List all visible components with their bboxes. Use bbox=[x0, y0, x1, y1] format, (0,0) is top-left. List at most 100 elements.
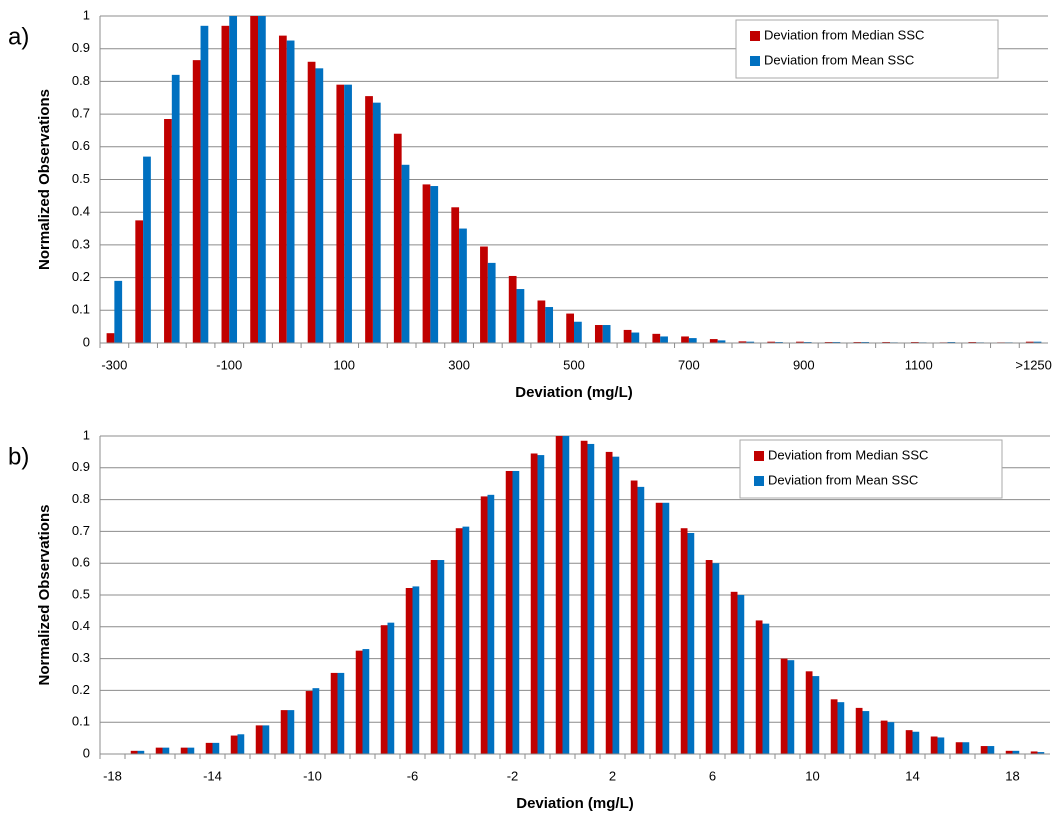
x-tick-label: -6 bbox=[407, 768, 419, 783]
bar bbox=[180, 747, 188, 754]
y-tick-label: 0.7 bbox=[72, 106, 90, 121]
bar bbox=[762, 623, 770, 754]
bar bbox=[344, 84, 352, 344]
bar bbox=[230, 735, 238, 754]
legend-label: Deviation from Median SSC bbox=[768, 447, 928, 462]
bar bbox=[307, 61, 316, 343]
x-tick-label: 1100 bbox=[905, 357, 933, 372]
bar bbox=[405, 588, 413, 754]
y-tick-label: 0.8 bbox=[72, 491, 90, 506]
y-tick-label: 0.4 bbox=[72, 618, 90, 633]
x-tick-label: 700 bbox=[678, 357, 700, 372]
bar bbox=[887, 722, 895, 754]
legend-swatch bbox=[754, 451, 764, 461]
bar bbox=[286, 40, 295, 344]
bar bbox=[787, 660, 795, 754]
bar bbox=[422, 184, 431, 343]
bar bbox=[587, 443, 595, 754]
y-tick-label: 0.9 bbox=[72, 459, 90, 474]
bar bbox=[709, 339, 718, 343]
legend-box bbox=[735, 19, 999, 79]
bar bbox=[393, 133, 402, 343]
bar bbox=[1025, 341, 1034, 343]
bar bbox=[212, 742, 220, 754]
bar bbox=[312, 688, 320, 754]
bar bbox=[566, 313, 574, 343]
bar bbox=[574, 321, 582, 343]
bar bbox=[130, 750, 138, 754]
y-tick-label: 0.5 bbox=[72, 586, 90, 601]
y-tick-label: 0.1 bbox=[72, 714, 90, 729]
legend-swatch bbox=[750, 56, 760, 66]
bar bbox=[512, 470, 520, 754]
bar bbox=[1033, 341, 1042, 343]
y-tick-label: 0 bbox=[83, 745, 90, 760]
x-tick-label: -10 bbox=[303, 768, 322, 783]
bar bbox=[365, 96, 373, 344]
bar bbox=[221, 25, 230, 344]
y-axis-title: Normalized Observations bbox=[36, 89, 53, 270]
legend-swatch bbox=[750, 31, 760, 41]
bar bbox=[681, 336, 689, 343]
bar bbox=[106, 333, 115, 343]
bar bbox=[1005, 750, 1013, 754]
bar bbox=[315, 68, 324, 343]
x-tick-label: -2 bbox=[507, 768, 519, 783]
bar bbox=[192, 60, 201, 344]
bar bbox=[487, 262, 496, 343]
x-tick-label: -14 bbox=[203, 768, 222, 783]
y-tick-label: 0.2 bbox=[72, 682, 90, 697]
bar bbox=[305, 691, 313, 754]
legend-box bbox=[739, 439, 1003, 499]
bar bbox=[516, 289, 525, 343]
x-tick-label: >1250 bbox=[1015, 357, 1052, 372]
bar bbox=[200, 25, 209, 344]
x-tick-label: 14 bbox=[905, 768, 919, 783]
bar bbox=[355, 650, 363, 754]
bar bbox=[451, 207, 460, 343]
bar bbox=[380, 625, 388, 754]
y-tick-label: 0.5 bbox=[72, 171, 90, 186]
bar bbox=[362, 649, 370, 754]
bar bbox=[508, 275, 517, 343]
x-tick-label: -100 bbox=[216, 357, 242, 372]
bar bbox=[258, 16, 266, 343]
bar bbox=[487, 494, 495, 754]
bar bbox=[143, 156, 151, 343]
y-tick-label: 0.2 bbox=[72, 269, 90, 284]
bar bbox=[562, 436, 570, 754]
bar bbox=[545, 307, 554, 343]
bar bbox=[855, 707, 863, 754]
y-tick-label: 0.8 bbox=[72, 73, 90, 88]
bar bbox=[1012, 750, 1020, 754]
y-tick-label: 0.6 bbox=[72, 555, 90, 570]
y-tick-label: 0.1 bbox=[72, 302, 90, 317]
bar bbox=[480, 246, 488, 343]
bar bbox=[337, 672, 345, 754]
bar bbox=[912, 731, 920, 754]
bar bbox=[812, 676, 820, 754]
bar bbox=[537, 300, 546, 343]
bar bbox=[280, 710, 288, 754]
bar bbox=[455, 528, 463, 754]
bar bbox=[862, 711, 870, 754]
legend-label: Deviation from Mean SSC bbox=[768, 472, 918, 487]
bar bbox=[767, 341, 776, 343]
bar bbox=[480, 496, 488, 754]
bar bbox=[137, 750, 145, 754]
bar bbox=[155, 747, 163, 754]
y-tick-label: 0.7 bbox=[72, 523, 90, 538]
bar bbox=[580, 440, 588, 754]
x-axis-title: Deviation (mg/L) bbox=[516, 795, 634, 812]
bar bbox=[229, 16, 238, 343]
bar bbox=[755, 620, 763, 754]
bar bbox=[905, 730, 913, 754]
bar bbox=[459, 228, 467, 343]
bar bbox=[387, 622, 395, 754]
bar bbox=[980, 746, 988, 754]
bar bbox=[712, 563, 720, 754]
legend-label: Deviation from Median SSC bbox=[764, 27, 924, 42]
bar bbox=[255, 725, 263, 754]
x-tick-label: 6 bbox=[709, 768, 716, 783]
